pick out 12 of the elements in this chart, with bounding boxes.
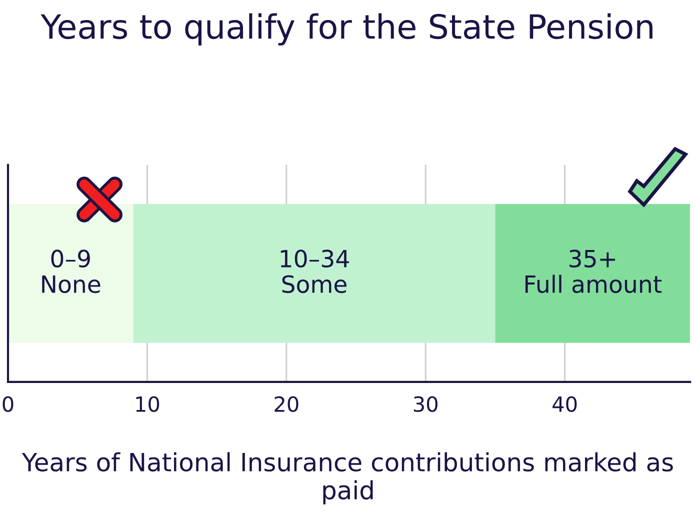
x-axis-title: Years of National Insurance contributions marked as paid bbox=[22, 452, 673, 504]
x-tick-label: 20 bbox=[274, 396, 298, 412]
bar bbox=[133, 204, 496, 343]
x-tick-label: 40 bbox=[552, 396, 577, 412]
x-tick-label: 10 bbox=[136, 396, 160, 412]
bar bbox=[8, 204, 134, 343]
series-label: 0–9 None bbox=[42, 250, 100, 294]
x-tick-label: 30 bbox=[414, 396, 438, 412]
series-label: 10–34 Some bbox=[280, 250, 349, 294]
chart-title: Years to qualify for the State Pension bbox=[40, 13, 652, 46]
series-label: 35+ Full amount bbox=[525, 250, 662, 294]
x-tick-label: 0 bbox=[2, 396, 14, 412]
